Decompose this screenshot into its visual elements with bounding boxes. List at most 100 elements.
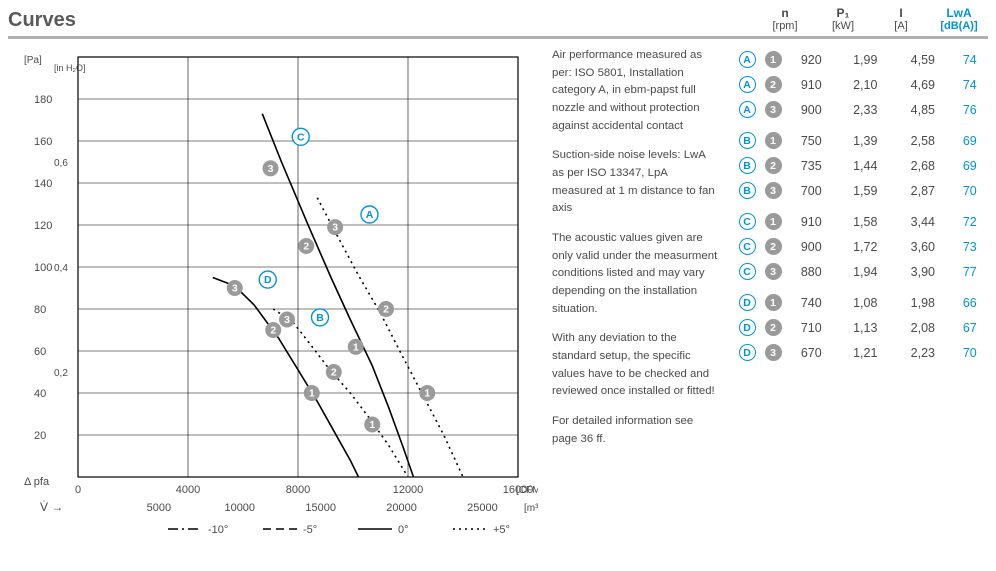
- svg-text:D: D: [264, 274, 272, 286]
- table-row: C38801,943,9077: [734, 259, 988, 284]
- point-badge-num: 2: [765, 76, 782, 93]
- desc-p2: Suction-side noise levels: LwA as per IS…: [552, 147, 720, 218]
- svg-text:B: B: [316, 312, 324, 324]
- cell-i: 4,69: [894, 72, 952, 97]
- svg-text:10000: 10000: [224, 502, 255, 514]
- point-badge-num: 1: [765, 294, 782, 311]
- svg-text:[in H₂O]: [in H₂O]: [54, 63, 86, 73]
- cell-p: 1,99: [836, 47, 894, 72]
- svg-text:Δ pfa: Δ pfa: [24, 476, 50, 488]
- desc-p5: For detailed information see page 36 ff.: [552, 413, 720, 448]
- svg-text:C: C: [297, 131, 305, 143]
- svg-text:60: 60: [34, 346, 46, 358]
- cell-lwa: 74: [952, 47, 988, 72]
- svg-text:3: 3: [268, 163, 274, 175]
- table-row: C29001,723,6073: [734, 234, 988, 259]
- svg-text:3: 3: [284, 314, 290, 326]
- table-row: D36701,212,2370: [734, 340, 988, 365]
- curve-badge-letter: D: [739, 319, 756, 336]
- cell-p: 1,58: [836, 203, 894, 234]
- curve-badge-letter: A: [739, 51, 756, 68]
- svg-text:2: 2: [331, 367, 337, 379]
- svg-text:3: 3: [232, 283, 238, 295]
- cell-p: 1,94: [836, 259, 894, 284]
- curve-badge-letter: C: [739, 213, 756, 230]
- table-row: C19101,583,4472: [734, 203, 988, 234]
- cell-i: 4,59: [894, 47, 952, 72]
- svg-text:[m³/h]: [m³/h]: [524, 503, 538, 514]
- point-badge-num: 3: [765, 344, 782, 361]
- cell-lwa: 67: [952, 315, 988, 340]
- svg-text:A: A: [366, 209, 374, 221]
- desc-p1: Air performance measured as per: ISO 580…: [552, 47, 720, 135]
- svg-text:1: 1: [353, 341, 359, 353]
- table-header: n[rpm]P₁[kW]I[A]LwA[dB(A)]: [756, 6, 988, 32]
- cell-lwa: 77: [952, 259, 988, 284]
- svg-text:20000: 20000: [386, 502, 417, 514]
- svg-text:0: 0: [75, 484, 81, 496]
- svg-text:4000: 4000: [176, 484, 200, 496]
- table-row: B37001,592,8770: [734, 178, 988, 203]
- svg-text:0,6: 0,6: [54, 158, 68, 169]
- performance-chart: 20406080100120140160180[Pa]Δ pfa[in H₂O]…: [8, 47, 538, 547]
- cell-n: 750: [786, 122, 836, 153]
- curve-badge-letter: B: [739, 182, 756, 199]
- cell-p: 1,08: [836, 284, 894, 315]
- header: Curves n[rpm]P₁[kW]I[A]LwA[dB(A)]: [8, 6, 988, 39]
- cell-i: 2,58: [894, 122, 952, 153]
- curve-badge-letter: A: [739, 76, 756, 93]
- svg-text:40: 40: [34, 388, 46, 400]
- table-col-header: n[rpm]: [756, 6, 814, 32]
- cell-n: 880: [786, 259, 836, 284]
- table-row: D17401,081,9866: [734, 284, 988, 315]
- point-badge-num: 3: [765, 182, 782, 199]
- svg-text:2: 2: [270, 325, 276, 337]
- svg-text:80: 80: [34, 304, 46, 316]
- chart-container: 20406080100120140160180[Pa]Δ pfa[in H₂O]…: [8, 47, 538, 565]
- cell-p: 2,10: [836, 72, 894, 97]
- cell-n: 920: [786, 47, 836, 72]
- cell-n: 735: [786, 153, 836, 178]
- table-col-header: I[A]: [872, 6, 930, 32]
- point-badge-num: 2: [765, 238, 782, 255]
- point-badge-num: 2: [765, 157, 782, 174]
- svg-text:V̇ →: V̇ →: [40, 500, 63, 514]
- desc-p3: The acoustic values given are only valid…: [552, 230, 720, 318]
- cell-i: 3,90: [894, 259, 952, 284]
- svg-text:0°: 0°: [398, 524, 409, 536]
- table-row: A39002,334,8576: [734, 97, 988, 122]
- table-row: B17501,392,5869: [734, 122, 988, 153]
- curve-badge-letter: C: [739, 238, 756, 255]
- cell-lwa: 70: [952, 178, 988, 203]
- curve-badge-letter: B: [739, 132, 756, 149]
- cell-i: 2,68: [894, 153, 952, 178]
- table-row: B27351,442,6869: [734, 153, 988, 178]
- table-col-header: P₁[kW]: [814, 6, 872, 32]
- svg-text:180: 180: [34, 94, 52, 106]
- cell-p: 1,44: [836, 153, 894, 178]
- table-row: A19201,994,5974: [734, 47, 988, 72]
- svg-text:12000: 12000: [393, 484, 424, 496]
- point-badge-num: 3: [765, 101, 782, 118]
- data-table: A19201,994,5974A29102,104,6974A39002,334…: [734, 47, 988, 365]
- cell-p: 1,39: [836, 122, 894, 153]
- cell-n: 900: [786, 234, 836, 259]
- desc-p4: With any deviation to the standard setup…: [552, 330, 720, 401]
- svg-text:1: 1: [309, 388, 315, 400]
- cell-n: 910: [786, 203, 836, 234]
- cell-lwa: 73: [952, 234, 988, 259]
- svg-text:+5°: +5°: [493, 524, 510, 536]
- cell-lwa: 74: [952, 72, 988, 97]
- description-panel: Air performance measured as per: ISO 580…: [552, 47, 720, 565]
- svg-text:20: 20: [34, 430, 46, 442]
- svg-text:5000: 5000: [147, 502, 171, 514]
- curve-badge-letter: D: [739, 294, 756, 311]
- cell-lwa: 69: [952, 153, 988, 178]
- svg-text:1: 1: [369, 419, 375, 431]
- svg-text:140: 140: [34, 178, 52, 190]
- cell-p: 1,59: [836, 178, 894, 203]
- table-row: D27101,132,0867: [734, 315, 988, 340]
- svg-text:-10°: -10°: [208, 524, 228, 536]
- curve-badge-letter: B: [739, 157, 756, 174]
- cell-n: 910: [786, 72, 836, 97]
